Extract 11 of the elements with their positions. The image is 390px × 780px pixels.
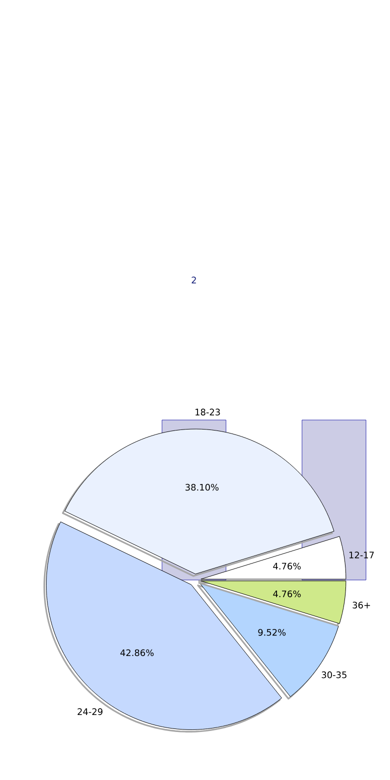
data-label: 42.86% — [120, 649, 154, 656]
slice-label: 24-29 — [78, 708, 102, 716]
data-label: 38.10% — [186, 484, 219, 491]
data-label: 9.52% — [258, 628, 286, 636]
data-label: 4.76% — [273, 590, 301, 598]
text: 2 — [192, 276, 196, 284]
slice-label: 30-35 — [322, 671, 346, 678]
slice-label: 36+ — [352, 602, 370, 608]
slice-label: 18-23 — [196, 408, 220, 416]
data-label: 4.76% — [273, 562, 301, 570]
slice-label: 12-17 — [349, 552, 374, 558]
